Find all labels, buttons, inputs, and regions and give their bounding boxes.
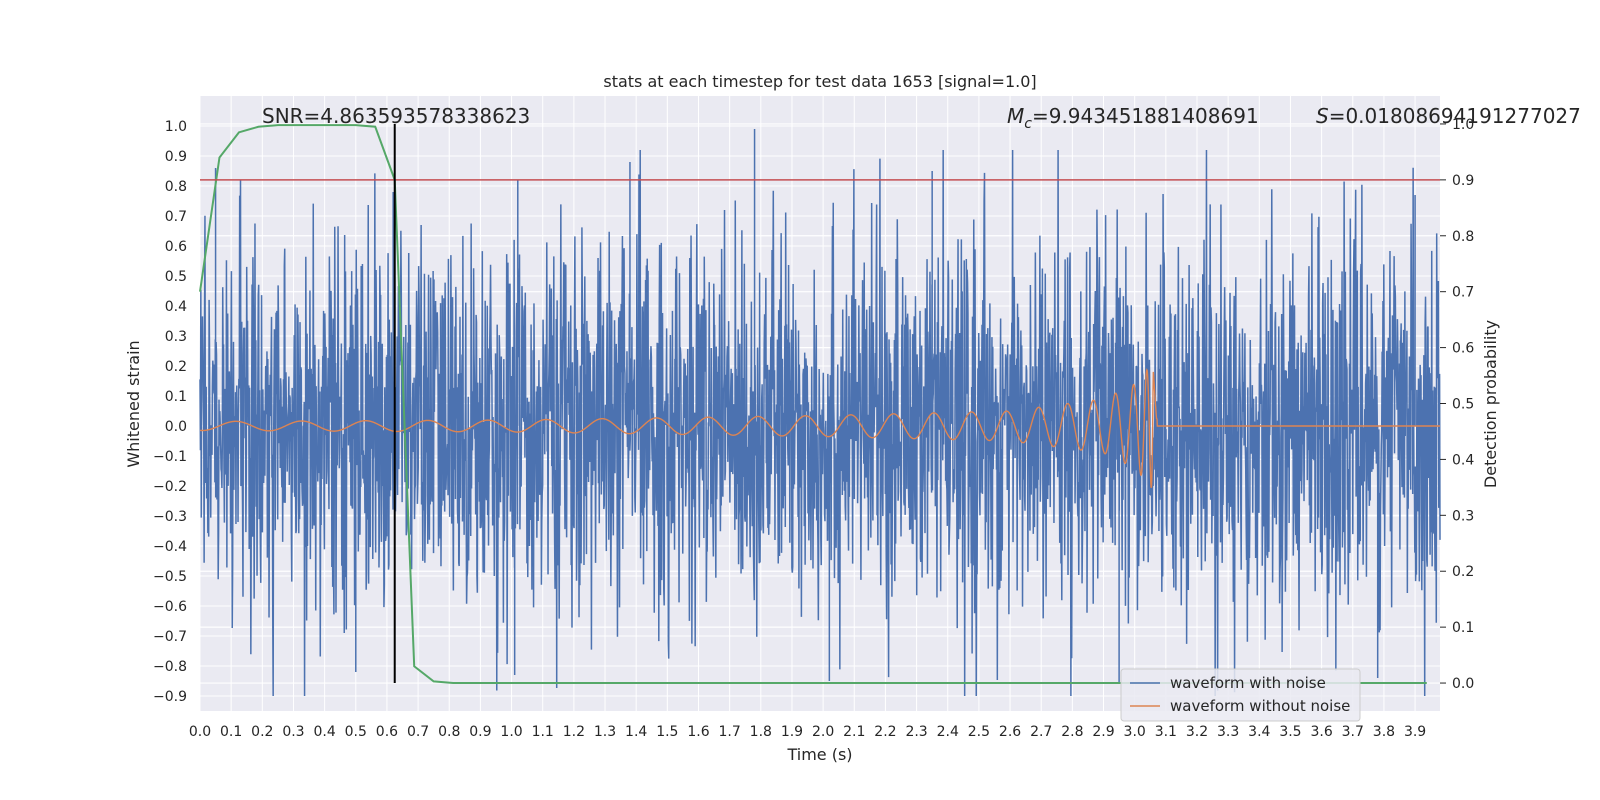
chirp-mass-subscript: c bbox=[1024, 116, 1032, 132]
y-tick-label: −0.3 bbox=[153, 509, 187, 525]
x-tick-label: 0.3 bbox=[282, 724, 304, 740]
y2-tick-label: 0.4 bbox=[1452, 452, 1474, 468]
x-tick-label: 3.0 bbox=[1124, 724, 1146, 740]
x-tick-label: 3.4 bbox=[1248, 724, 1270, 740]
x-tick-label: 0.1 bbox=[220, 724, 242, 740]
x-tick-label: 1.4 bbox=[625, 724, 647, 740]
spin-symbol: S bbox=[1316, 104, 1329, 128]
legend: waveform with noise waveform without noi… bbox=[1120, 668, 1361, 722]
y-tick-label: 1.0 bbox=[165, 119, 187, 135]
chirp-mass-value: =9.943451881408691 bbox=[1032, 104, 1259, 128]
y-tick-label: 0.1 bbox=[165, 389, 187, 405]
y-tick-label: −0.6 bbox=[153, 599, 187, 615]
y-tick-label: −0.7 bbox=[153, 629, 187, 645]
y-tick-label: 0.2 bbox=[165, 359, 187, 375]
x-tick-label: 2.8 bbox=[1061, 724, 1083, 740]
x-tick-label: 1.7 bbox=[719, 724, 741, 740]
overlay-layer bbox=[200, 123, 1440, 684]
x-tick-label: 3.1 bbox=[1155, 724, 1177, 740]
series-waveform-with-noise bbox=[199, 129, 1441, 697]
y-tick-label: −0.5 bbox=[153, 569, 187, 585]
series-waveform-without-noise bbox=[199, 368, 1440, 489]
x-tick-label: 2.5 bbox=[968, 724, 990, 740]
x-tick-label: 0.8 bbox=[438, 724, 460, 740]
y-tick-label: 0.3 bbox=[165, 329, 187, 345]
snr-annotation: SNR=4.863593578338623 bbox=[262, 104, 530, 128]
y-tick-label: 0.7 bbox=[165, 209, 187, 225]
y2-tick-label: 0.6 bbox=[1452, 341, 1474, 357]
x-tick-label: 1.9 bbox=[781, 724, 803, 740]
y2-tick-label: 0.1 bbox=[1452, 620, 1474, 636]
legend-label-noise: waveform with noise bbox=[1170, 674, 1326, 692]
series-detection-probability bbox=[199, 124, 1427, 685]
y2-tick-label: 0.8 bbox=[1452, 229, 1474, 245]
x-tick-label: 1.6 bbox=[687, 724, 709, 740]
y2-tick-label: 0.0 bbox=[1452, 676, 1474, 692]
y2-tick-label: 0.5 bbox=[1452, 397, 1474, 413]
y-tick-label: −0.4 bbox=[153, 539, 187, 555]
x-tick-label: 0.9 bbox=[469, 724, 491, 740]
chirp-mass-symbol: M bbox=[1007, 104, 1024, 128]
y-axis-label: Whitened strain bbox=[124, 340, 143, 467]
x-tick-label: 2.9 bbox=[1092, 724, 1114, 740]
legend-box bbox=[1120, 668, 1361, 722]
chart-title: stats at each timestep for test data 165… bbox=[603, 72, 1036, 91]
x-tick-label: 1.5 bbox=[656, 724, 678, 740]
spin-annotation: S=0.01808694191277027 bbox=[1316, 104, 1581, 128]
y2-tick-label: 1.0 bbox=[1452, 117, 1474, 133]
x-tick-label: 3.9 bbox=[1404, 724, 1426, 740]
x-tick-label: 2.3 bbox=[905, 724, 927, 740]
y-tick-label: −0.2 bbox=[153, 479, 187, 495]
x-tick-label: 0.2 bbox=[251, 724, 273, 740]
y-tick-label: 0.0 bbox=[165, 419, 187, 435]
y-tick-label: 0.4 bbox=[165, 299, 187, 315]
x-tick-label: 0.7 bbox=[407, 724, 429, 740]
y-tick-label: 0.9 bbox=[165, 149, 187, 165]
y2-tick-label: 0.2 bbox=[1452, 564, 1474, 580]
x-axis-label: Time (s) bbox=[786, 745, 852, 764]
x-tick-label: 2.4 bbox=[937, 724, 959, 740]
y-tick-label: −0.9 bbox=[153, 689, 187, 705]
y-tick-label: 0.6 bbox=[165, 239, 187, 255]
x-tick-label: 0.4 bbox=[313, 724, 335, 740]
x-tick-label: 2.7 bbox=[1030, 724, 1052, 740]
y2-axis-ticks: 1.0 0.9 0.8 0.7 0.6 0.5 0.4 0.3 0.2 0.1 0.0 bbox=[1440, 117, 1474, 692]
y2-tick-label: 0.3 bbox=[1452, 508, 1474, 524]
x-tick-label: 0.0 bbox=[189, 724, 211, 740]
x-tick-label: 3.5 bbox=[1279, 724, 1301, 740]
x-tick-label: 3.8 bbox=[1373, 724, 1395, 740]
x-axis-ticks: 0.0 0.1 0.2 0.3 0.4 0.5 0.6 0.7 0.8 0.9 1.0 1.1 1.2 1… bbox=[189, 724, 1426, 740]
x-tick-label: 0.5 bbox=[345, 724, 367, 740]
y2-tick-label: 0.9 bbox=[1452, 173, 1474, 189]
y-tick-label: 0.5 bbox=[165, 269, 187, 285]
x-tick-label: 3.7 bbox=[1342, 724, 1364, 740]
x-tick-label: 2.2 bbox=[874, 724, 896, 740]
x-tick-label: 3.6 bbox=[1310, 724, 1332, 740]
y-tick-label: 0.8 bbox=[165, 179, 187, 195]
spin-value: =0.01808694191277027 bbox=[1329, 104, 1581, 128]
y-tick-label: −0.1 bbox=[153, 449, 187, 465]
y-tick-label: −0.8 bbox=[153, 659, 187, 675]
x-tick-label: 1.1 bbox=[532, 724, 554, 740]
y2-axis-label: Detection probability bbox=[1481, 320, 1500, 488]
chirp-mass-annotation: Mc=9.943451881408691 bbox=[1007, 104, 1259, 132]
x-tick-label: 1.3 bbox=[594, 724, 616, 740]
series-layer bbox=[199, 124, 1441, 697]
x-tick-label: 1.2 bbox=[563, 724, 585, 740]
y2-tick-label: 0.7 bbox=[1452, 285, 1474, 301]
x-tick-label: 0.6 bbox=[376, 724, 398, 740]
legend-label-clean: waveform without noise bbox=[1170, 697, 1350, 715]
x-tick-label: 1.8 bbox=[750, 724, 772, 740]
x-tick-label: 1.0 bbox=[500, 724, 522, 740]
x-tick-label: 3.2 bbox=[1186, 724, 1208, 740]
x-tick-label: 2.6 bbox=[999, 724, 1021, 740]
x-tick-label: 2.0 bbox=[812, 724, 834, 740]
x-tick-label: 3.3 bbox=[1217, 724, 1239, 740]
y-axis-ticks: 1.0 0.9 0.8 0.7 0.6 0.5 0.4 0.3 0.2 0.1 0.0 −0.1 −0.… bbox=[153, 119, 187, 705]
x-tick-label: 2.1 bbox=[843, 724, 865, 740]
